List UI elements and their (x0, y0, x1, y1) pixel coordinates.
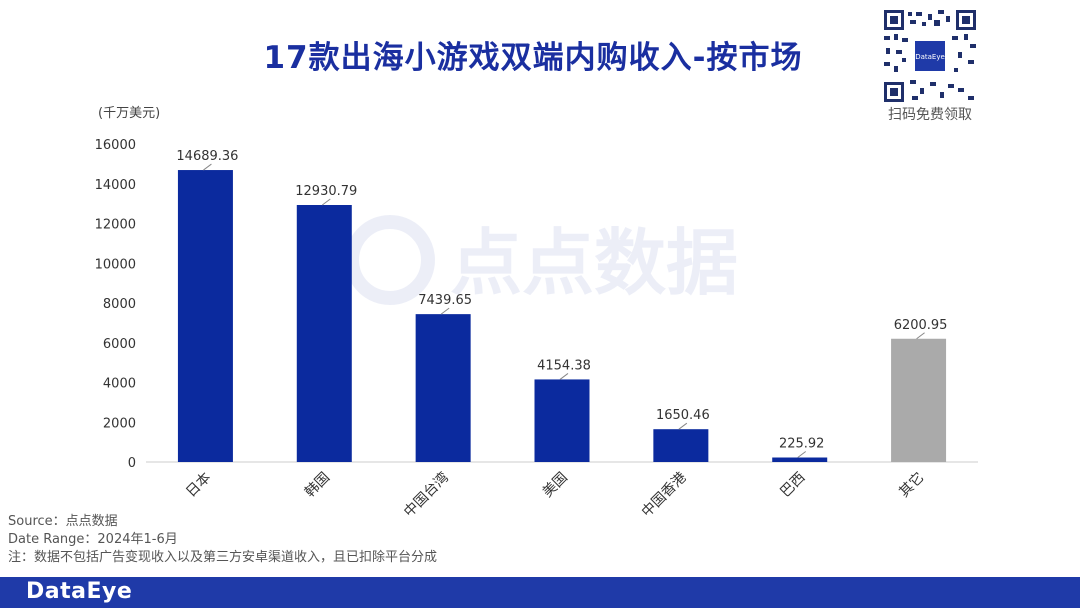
category-label: 中国香港 (639, 470, 690, 521)
remark-note: 注：数据不包括广告变现收入以及第三方安卓渠道收入，且已扣除平台分成 (8, 550, 438, 565)
value-label: 1650.46 (656, 408, 710, 423)
qr-code: DataEye (882, 8, 978, 104)
bar-6 (772, 457, 828, 462)
value-leader-line (203, 163, 212, 171)
footer-brand: DataEye (26, 579, 133, 604)
y-tick-label: 0 (128, 456, 136, 471)
y-tick-label: 6000 (103, 337, 136, 352)
bar-2 (296, 205, 352, 462)
value-leader-line (559, 373, 569, 380)
qr-logo-text: DataEye (915, 53, 945, 61)
y-axis-unit: (千万美元) (98, 106, 161, 121)
bar-4 (534, 379, 590, 462)
watermark: 点点数据 (345, 210, 790, 310)
category-label: 韩国 (302, 470, 333, 501)
footer-bar: DataEye (0, 577, 1080, 608)
y-tick-label: 14000 (95, 178, 136, 193)
bar-1 (177, 170, 233, 463)
value-leader-line (321, 198, 331, 206)
y-tick-label: 4000 (103, 377, 136, 392)
y-tick-label: 8000 (103, 297, 136, 312)
category-label: 巴西 (777, 470, 808, 501)
value-leader-line (916, 332, 925, 340)
qr-caption: 扫码免费领取 (888, 107, 972, 123)
y-tick-label: 2000 (103, 416, 136, 431)
value-label: 4154.38 (537, 358, 591, 373)
category-label: 日本 (183, 470, 214, 501)
value-label: 225.92 (779, 437, 825, 452)
y-tick-label: 12000 (95, 218, 136, 233)
date-range-note: Date Range：2024年1-6月 (8, 532, 178, 547)
value-label: 12930.79 (295, 184, 357, 199)
category-label: 其它 (896, 469, 928, 501)
y-tick-label: 16000 (95, 138, 136, 153)
value-leader-line (678, 422, 688, 430)
value-leader-line (797, 451, 807, 458)
bar-chart: 0 2000 4000 6000 8000 10000 12000 14000 16000 146… (95, 138, 978, 521)
value-label: 14689.36 (176, 149, 238, 164)
chart-title: 17款出海小游戏双端内购收入-按市场 (263, 40, 803, 76)
bar-7 (891, 338, 947, 462)
bar-5 (653, 429, 709, 462)
value-leader-line (440, 307, 450, 315)
source-note: Source：点点数据 (8, 514, 118, 529)
y-tick-label: 10000 (95, 257, 136, 272)
category-label: 美国 (540, 470, 571, 501)
watermark-text: 点点数据 (450, 221, 738, 305)
value-label: 7439.65 (418, 293, 472, 308)
chart-notes: Source：点点数据 Date Range：2024年1-6月 注：数据不包括… (8, 513, 437, 567)
watermark-logo-icon (345, 215, 435, 305)
bar-3 (415, 314, 471, 462)
value-label: 6200.95 (894, 318, 948, 333)
